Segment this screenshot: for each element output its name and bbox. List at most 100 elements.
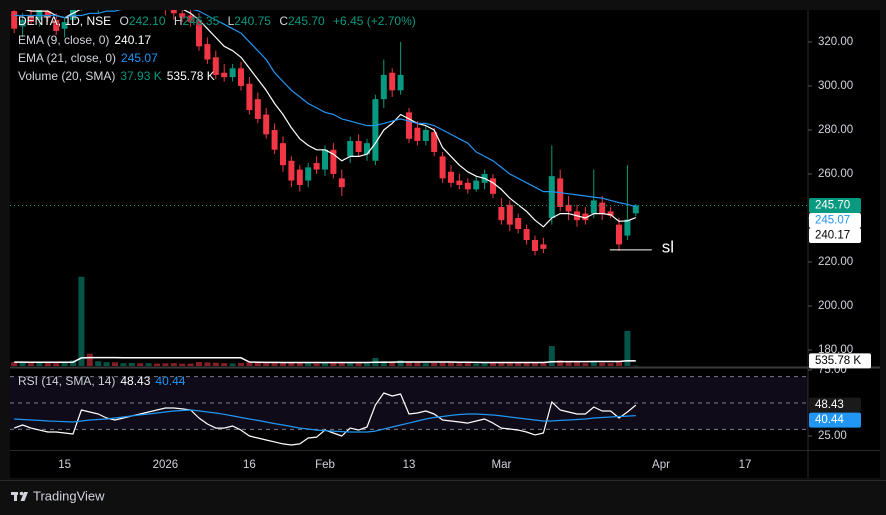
volume-bar: [448, 362, 454, 366]
volume-bar: [137, 363, 144, 366]
indicator-name: EMA (9, close, 0): [18, 33, 110, 47]
candle-body: [607, 211, 614, 216]
x-tick-label: 13: [403, 459, 416, 471]
volume-bar: [154, 363, 160, 366]
ema-line: [14, 10, 636, 208]
candle-body: [221, 72, 228, 78]
candle-body: [53, 19, 60, 31]
volume-bar: [145, 363, 152, 366]
x-tick-label: Apr: [652, 459, 670, 471]
candle-body: [28, 15, 34, 23]
x-tick-label: 15: [58, 459, 71, 471]
volume-bar: [506, 362, 513, 366]
volume-bar: [431, 362, 438, 366]
volume-bar: [53, 363, 60, 366]
volume-bar: [112, 362, 118, 366]
volume-bar: [229, 363, 236, 366]
candle-body: [624, 219, 631, 236]
volume-bar: [44, 362, 51, 366]
volume-bar: [456, 363, 463, 366]
candle-body: [330, 149, 337, 174]
price-label: 245.70: [815, 199, 850, 211]
volume-bar: [221, 363, 228, 366]
volume-bar: [380, 361, 387, 366]
change: +6.45 (+2.70%): [333, 14, 416, 28]
volume-bar: [196, 362, 202, 366]
ohlc-value: 242.10: [128, 14, 166, 28]
price-label-box: [809, 353, 871, 369]
candle-body: [44, 11, 51, 18]
candle-body: [397, 74, 404, 91]
brand: TradingView: [33, 488, 105, 503]
candle-body: [422, 129, 429, 141]
candle-body: [271, 129, 278, 150]
ohlc-value: 245.70: [288, 14, 325, 28]
volume-bar: [515, 362, 522, 366]
price-pane: [10, 10, 808, 367]
candle-body: [288, 160, 295, 181]
volume-bar: [162, 363, 169, 366]
volume-bar: [490, 362, 496, 366]
volume-bar: [347, 362, 354, 366]
candle-body: [448, 171, 454, 183]
candle-body: [364, 143, 370, 155]
volume-bar: [254, 362, 261, 366]
volume-bar: [532, 362, 538, 366]
candle-body: [263, 114, 270, 135]
candle-body: [515, 217, 522, 229]
volume-bar: [548, 346, 555, 366]
volume-bar: [582, 363, 589, 366]
volume-bar: [70, 360, 76, 366]
candle-body: [305, 167, 312, 181]
candle-body: [19, 19, 26, 27]
volume-bar: [607, 363, 614, 366]
rsi-pane: [10, 376, 808, 446]
indicator-value: 245.07: [121, 51, 158, 65]
candle-body: [616, 224, 622, 245]
ohlc-value: 240.75: [234, 14, 271, 28]
indicator-name: RSI (14, SMA, 14): [18, 374, 116, 388]
price-label-box: [809, 212, 861, 228]
volume-bar: [632, 365, 639, 367]
ema9-legend: EMA (9, close, 0) 240.17: [18, 33, 156, 47]
volume-bar: [271, 362, 278, 366]
candle-body: [599, 202, 606, 214]
candle-body: [254, 99, 261, 119]
candle-body: [212, 57, 219, 75]
volume-bar: [78, 276, 85, 366]
indicator-value: 48.43: [120, 374, 151, 388]
volume-bar: [204, 362, 211, 366]
candle-body: [372, 99, 379, 161]
volume-bar: [498, 362, 505, 366]
candle-body: [456, 180, 463, 185]
candle-body: [187, 15, 194, 23]
volume-bar: [86, 353, 93, 366]
volume-bar: [95, 361, 102, 366]
volume-bar: [574, 362, 580, 366]
volume-bar: [565, 362, 572, 366]
volume-bar: [557, 360, 564, 366]
candle-body: [170, 10, 177, 14]
price-label: 535.78 K: [815, 355, 861, 367]
candle-body: [238, 68, 244, 86]
price-label: 240.17: [815, 229, 850, 241]
volume-bar: [322, 362, 328, 366]
y-tick-label: 320.00: [818, 36, 853, 48]
volume-bar: [590, 361, 597, 366]
volume-bar: [406, 361, 412, 366]
volume-bar: [624, 330, 631, 366]
indicator-value: 240.17: [114, 33, 152, 47]
volume-bar: [296, 362, 303, 366]
ema-line: [24, 10, 637, 228]
volume-sma-line: [14, 356, 636, 364]
candle-body: [380, 74, 387, 100]
y-tick-label: 260.00: [818, 168, 853, 180]
tradingview-logo: [11, 491, 28, 501]
ema21-legend: EMA (21, close, 0) 245.07: [18, 51, 163, 65]
candle-body: [414, 127, 421, 141]
symbol: DENTA, 1D, NSE: [18, 14, 112, 28]
candle-body: [406, 112, 412, 139]
volume-bar: [414, 362, 421, 366]
volume-bar: [36, 362, 43, 366]
candle-body: [464, 182, 471, 190]
